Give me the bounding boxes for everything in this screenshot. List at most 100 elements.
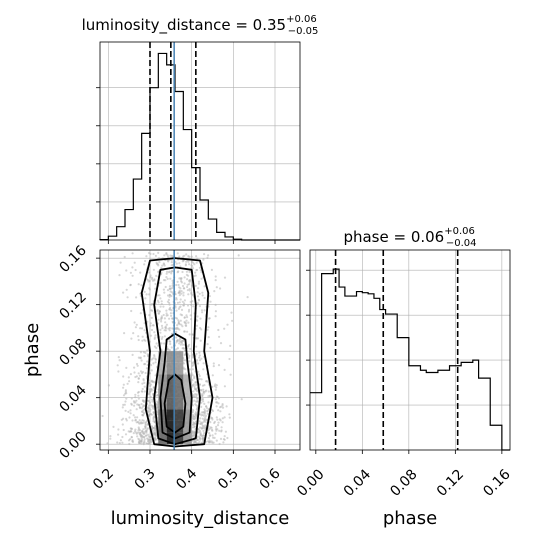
- scatter-point: [152, 324, 155, 327]
- scatter-point: [189, 300, 192, 303]
- scatter-point: [207, 254, 210, 257]
- scatter-point: [160, 266, 163, 269]
- scatter-point: [123, 332, 126, 335]
- scatter-point: [135, 399, 138, 402]
- density-cell-0-4: [158, 386, 167, 398]
- scatter-point: [176, 252, 179, 255]
- density-cell-1-3: [166, 397, 175, 410]
- scatter-point: [223, 416, 226, 419]
- scatter-point: [198, 440, 201, 444]
- scatter-point: [140, 403, 143, 406]
- scatter-point: [152, 362, 155, 365]
- scatter-point: [140, 442, 143, 445]
- scatter-point: [139, 431, 142, 434]
- scatter-point: [197, 439, 200, 442]
- scatter-point: [151, 406, 154, 409]
- scatter-point: [124, 433, 128, 436]
- scatter-point: [154, 282, 157, 286]
- scatter-point: [214, 279, 217, 282]
- scatter-point: [199, 339, 202, 342]
- scatter-point: [192, 305, 195, 308]
- scatter-point: [153, 337, 156, 340]
- scatter-point: [135, 408, 138, 411]
- scatter-point: [207, 336, 210, 339]
- scatter-point: [134, 428, 137, 431]
- scatter-point: [191, 384, 194, 387]
- scatter-point: [218, 429, 221, 432]
- scatter-point: [168, 303, 171, 306]
- scatter-point: [219, 437, 223, 440]
- scatter-point: [214, 432, 217, 435]
- scatter-point: [119, 261, 122, 264]
- scatter-point: [191, 413, 195, 417]
- scatter-point: [125, 366, 128, 369]
- scatter-point: [109, 435, 112, 438]
- scatter-point: [141, 430, 144, 433]
- joint-panel: 0.2 0.3 0.4 0.5 0.6 0.00 0.04 0.08 0.12 0.16 lum…: [22, 243, 301, 529]
- scatter-point: [156, 308, 159, 312]
- scatter-point: [217, 409, 220, 412]
- density-cell-3-1: [183, 420, 192, 433]
- scatter-point: [144, 434, 147, 437]
- scatter-point: [147, 251, 151, 255]
- scatter-point: [151, 276, 154, 279]
- scatter-point: [195, 261, 198, 264]
- scatter-point: [130, 427, 133, 430]
- scatter-point: [149, 274, 152, 277]
- scatter-point: [206, 412, 209, 415]
- scatter-point: [141, 339, 144, 342]
- scatter-point: [214, 388, 217, 391]
- scatter-point: [178, 342, 181, 345]
- scatter-point: [179, 319, 182, 322]
- scatter-point: [182, 294, 185, 297]
- scatter-point: [129, 373, 132, 376]
- scatter-point: [166, 277, 169, 280]
- scatter-point: [193, 441, 196, 445]
- scatter-point: [163, 342, 166, 345]
- scatter-point: [212, 362, 215, 365]
- scatter-point: [149, 322, 152, 325]
- scatter-point: [154, 287, 157, 290]
- phase-marginal-title: phase = 0.06+0.06 −0.04: [343, 226, 476, 249]
- scatter-point: [153, 345, 157, 348]
- joint-y-tick-label-0: 0.00: [56, 429, 89, 462]
- scatter-point: [170, 254, 174, 257]
- scatter-point: [224, 430, 227, 433]
- scatter-point: [139, 351, 142, 354]
- phase-x-tick-label-4: 0.16: [480, 466, 513, 499]
- scatter-point: [177, 322, 180, 325]
- scatter-point: [203, 285, 206, 288]
- joint-density-cells: [158, 351, 192, 445]
- scatter-point: [143, 263, 146, 266]
- scatter-point: [134, 419, 137, 422]
- scatter-point: [147, 442, 150, 445]
- scatter-point: [191, 423, 194, 426]
- scatter-point: [226, 436, 229, 440]
- phase-title-upper-error: +0.06: [444, 226, 475, 237]
- scatter-point: [178, 338, 181, 341]
- scatter-point: [201, 423, 204, 426]
- phase-x-tick-label-0: 0.00: [294, 466, 327, 499]
- scatter-point: [123, 403, 126, 406]
- scatter-point: [124, 389, 127, 392]
- scatter-point: [149, 334, 153, 337]
- scatter-point: [150, 389, 153, 392]
- scatter-point: [215, 416, 218, 419]
- scatter-point: [219, 287, 222, 290]
- scatter-point: [124, 409, 127, 412]
- scatter-point: [214, 310, 217, 313]
- scatter-point: [190, 255, 193, 258]
- scatter-point: [189, 314, 192, 317]
- scatter-point: [164, 279, 167, 282]
- scatter-point: [157, 312, 160, 315]
- scatter-point: [206, 256, 209, 259]
- scatter-point: [196, 257, 199, 260]
- scatter-point: [246, 296, 249, 299]
- scatter-point: [140, 407, 143, 410]
- scatter-point: [202, 258, 205, 261]
- scatter-point: [150, 413, 153, 416]
- density-cell-1-4: [166, 386, 175, 398]
- scatter-point: [163, 335, 166, 338]
- scatter-point: [149, 441, 152, 444]
- scatter-point: [200, 309, 204, 312]
